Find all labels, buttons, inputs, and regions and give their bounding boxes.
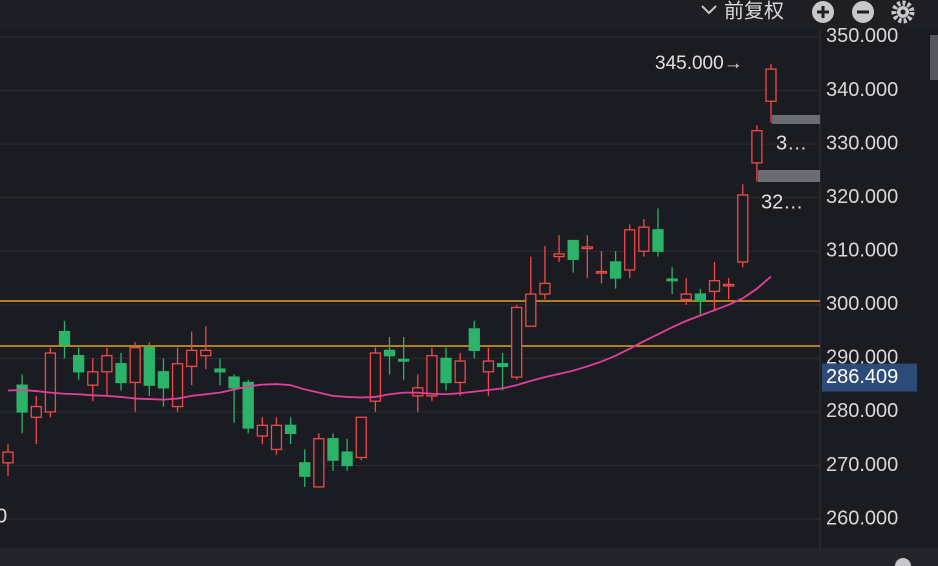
candle-body [511,306,523,378]
y-tick-label: 330.000 [826,132,898,154]
zoom-in[interactable] [812,1,834,23]
annotation: 0 [0,505,7,527]
candle-body [157,371,170,389]
y-tick-label: 340.000 [826,79,898,101]
candle-body [694,293,707,302]
candle-body [468,328,480,351]
candle-body [609,261,622,279]
candle-body [101,355,113,373]
candle-body [496,363,509,368]
candle-body [143,347,155,386]
candle-body [737,194,749,263]
candle-body [2,451,14,464]
candle-body [525,293,537,327]
last-price-box [822,363,917,392]
y-tick-label: 260.000 [826,507,898,529]
candle-body [567,239,579,260]
candle-body [327,438,339,461]
scrollbar[interactable] [930,35,938,80]
annotation: 3… [776,132,807,154]
candle-body [228,376,240,389]
candle-body [355,416,367,459]
candle-body [638,226,650,252]
candle-body [58,330,71,346]
candle-body [200,349,212,357]
price-marker [758,170,820,182]
zoom-out[interactable] [852,1,874,23]
candle-body [242,381,254,429]
candle-body [708,280,721,293]
candle-body [680,293,692,301]
candle-body [553,253,565,258]
toolbar [0,0,938,30]
settings[interactable] [891,0,915,24]
adjust-toggle[interactable]: 前复权 [724,0,784,22]
candle-body [73,355,85,373]
candle-body [115,363,127,384]
candle-body [539,282,551,295]
settings-bottom[interactable] [895,558,911,566]
last-price-label: 286.409 [826,366,898,388]
price-marker [772,115,820,124]
moving-average [7,275,772,401]
candle-body [383,349,396,357]
candle-body [652,229,664,252]
candle-body [426,355,438,397]
candle-body [440,357,452,384]
candle-body [256,424,268,437]
candle-body [270,424,283,451]
y-tick-label: 280.000 [826,400,898,422]
candle-body [751,130,763,164]
candle-body [482,360,495,373]
candle-body [624,229,636,271]
y-tick-label: 300.000 [826,293,898,315]
candle-body [16,384,28,413]
y-tick-label: 350.000 [826,25,898,47]
candle-body [171,363,184,408]
candle-body [666,278,678,282]
candle-body [454,360,466,384]
candle-body [369,352,382,402]
candle-body [87,371,99,386]
bottom-bar [0,548,938,566]
candle-body [30,405,42,418]
y-tick-label: 270.000 [826,454,898,476]
candle-body [129,347,141,384]
candle-body [214,368,226,373]
annotation: 345.000→ [655,53,743,74]
candle-body [765,68,777,102]
candle-body [284,424,297,435]
dropdown-icon[interactable] [701,5,717,15]
annotation: 32… [761,191,803,213]
candle-body [595,270,608,274]
candle-body [313,438,325,488]
candle-body [341,451,353,467]
y-tick-label: 310.000 [826,240,898,262]
candle-body [722,283,735,287]
y-tick-label: 320.000 [826,186,898,208]
y-tick-label: 290.000 [826,347,898,369]
candle-body [397,358,410,362]
candle-body [299,462,311,477]
candle-body [186,349,198,368]
candle-body [44,352,57,413]
candle-body [581,246,593,250]
